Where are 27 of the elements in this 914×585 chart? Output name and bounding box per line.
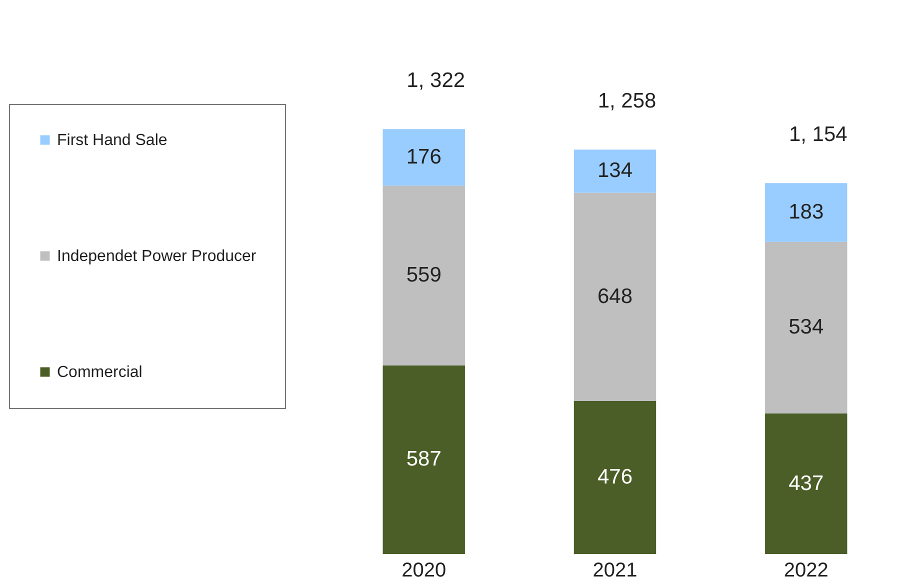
bar [574, 192, 656, 401]
bar [574, 150, 656, 193]
bar [382, 365, 465, 554]
x-tick-label: 2021 [592, 560, 638, 582]
legend-label: Independet Power Producer [57, 248, 257, 265]
x-tick-label: 2022 [784, 560, 828, 582]
legend-label: Commercial [57, 364, 142, 381]
legend-label: First Hand Sale [57, 132, 168, 149]
total-label: 1, 322 [406, 69, 466, 92]
data-label: 176 [406, 145, 442, 168]
data-label: 587 [406, 448, 442, 471]
data-label: 534 [788, 316, 824, 339]
data-label: 183 [788, 200, 824, 224]
data-label: 437 [788, 472, 824, 495]
data-label: 648 [597, 284, 633, 308]
bar [382, 186, 465, 366]
bar [765, 242, 848, 414]
bar [574, 401, 656, 554]
data-label: 559 [406, 263, 442, 286]
x-tick-label: 2020 [402, 560, 446, 582]
data-label: 476 [597, 466, 633, 488]
total-label: 1, 154 [788, 123, 848, 146]
bar [765, 414, 848, 554]
data-label: 134 [597, 159, 633, 182]
bar [765, 183, 848, 242]
bar [382, 129, 465, 186]
total-label: 1, 258 [598, 90, 656, 113]
